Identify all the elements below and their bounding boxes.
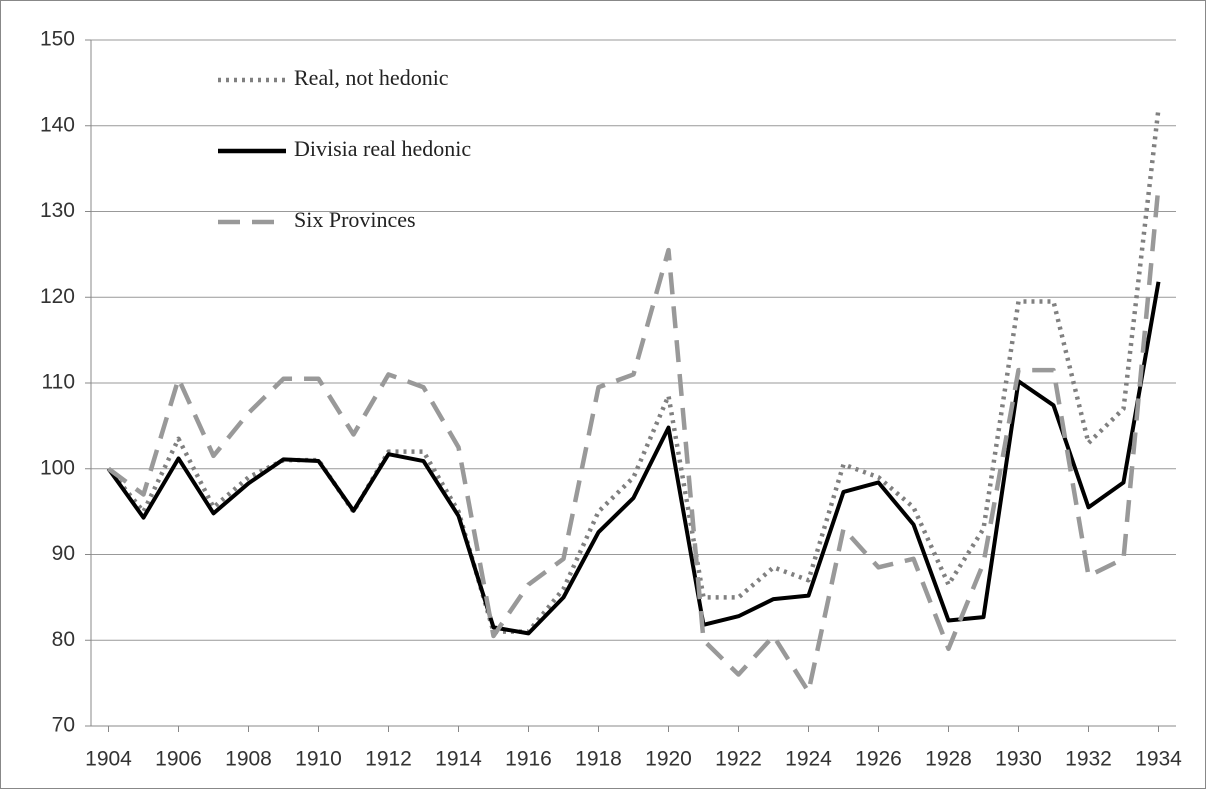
x-tick-label: 1934 — [1135, 748, 1182, 771]
x-tick-label: 1910 — [295, 748, 342, 771]
x-tick-label: 1904 — [85, 748, 132, 771]
x-tick-label: 1932 — [1065, 748, 1112, 771]
y-tick-label: 150 — [40, 28, 75, 51]
y-tick-label: 90 — [52, 542, 75, 565]
y-tick-label: 70 — [52, 714, 75, 737]
x-tick-label: 1924 — [785, 748, 832, 771]
y-tick-label: 120 — [40, 285, 75, 308]
x-tick-label: 1916 — [505, 748, 552, 771]
legend-label: Six Provinces — [294, 207, 416, 232]
x-tick-label: 1914 — [435, 748, 482, 771]
x-tick-label: 1926 — [855, 748, 902, 771]
y-tick-label: 110 — [42, 371, 75, 394]
x-tick-label: 1920 — [645, 748, 692, 771]
x-tick-label: 1918 — [575, 748, 622, 771]
y-tick-label: 100 — [40, 456, 75, 479]
series-line — [107, 185, 1161, 694]
x-tick-label: 1912 — [365, 748, 412, 771]
legend-label: Divisia real hedonic — [294, 136, 471, 161]
x-tick-label: 1908 — [225, 748, 272, 771]
y-tick-label: 130 — [40, 199, 75, 222]
x-tick-label: 1922 — [715, 748, 762, 771]
x-tick-label: 1906 — [155, 748, 202, 771]
y-tick-label: 80 — [52, 628, 75, 651]
legend-label: Real, not hedonic — [294, 65, 449, 90]
x-tick-label: 1928 — [925, 748, 972, 771]
x-tick-label: 1930 — [995, 748, 1042, 771]
y-tick-label: 140 — [40, 113, 75, 136]
series-line — [106, 281, 1161, 636]
